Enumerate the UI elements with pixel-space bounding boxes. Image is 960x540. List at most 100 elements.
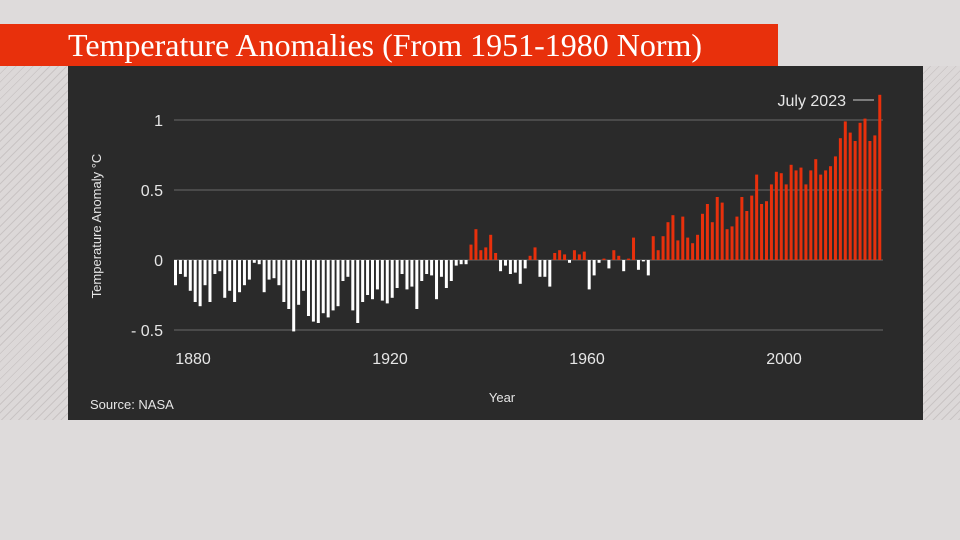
x-tick-label: 1880 [175,351,211,368]
bar-1912 [331,260,335,311]
bar-1951 [523,260,527,269]
bar-1999 [760,204,764,260]
bar-1928 [410,260,414,287]
bar-1994 [735,216,739,260]
x-axis-ticks: 1880 1920 1960 2000 [175,351,802,368]
bar-1987 [700,213,704,260]
bar-1973 [632,237,636,260]
bar-2014 [833,156,837,260]
bar-1887 [208,260,212,302]
bar-1923 [385,260,389,304]
bar-1963 [582,251,586,260]
bar-1883 [188,260,192,291]
bar-2006 [794,170,798,260]
bar-1914 [341,260,345,281]
bar-1960 [568,260,571,263]
bar-1958 [558,250,562,260]
bar-1954 [538,260,542,277]
bar-1997 [750,195,754,260]
bar-1983 [681,216,685,260]
y-tick-label: 0.5 [141,183,163,200]
bar-series [174,94,882,332]
bar-2004 [784,184,788,260]
bar-2022 [873,135,877,260]
bar-1996 [745,211,749,260]
bar-1916 [351,260,355,311]
bar-1911 [326,260,330,318]
annotation-label: July 2023 [778,93,847,110]
bar-1962 [577,254,581,260]
bar-2011 [819,174,823,260]
bar-1902 [282,260,286,302]
bar-1897 [257,260,261,265]
bar-1893 [238,260,242,293]
bar-1978 [656,250,660,260]
bar-1988 [705,204,709,260]
bar-1979 [661,236,665,260]
bar-1888 [213,260,217,274]
bar-2002 [774,171,778,260]
bar-1891 [228,260,232,291]
bar-1989 [710,222,714,260]
bar-2003 [779,173,783,260]
y-axis-label: Temperature Anomaly °C [89,154,104,299]
bar-1952 [528,255,532,260]
bar-1976 [646,260,650,276]
bar-2007 [799,167,803,260]
bar-2019 [858,122,862,260]
bar-1921 [375,260,379,290]
bar-1971 [622,260,626,272]
bar-1990 [715,197,719,260]
bar-1903 [287,260,291,309]
bar-1949 [513,260,517,273]
bar-1899 [267,260,271,280]
bar-1927 [405,260,409,290]
bar-1985 [691,243,695,260]
bar-1896 [252,260,256,263]
bar-1901 [277,260,281,286]
bar-1898 [262,260,266,293]
bar-1930 [420,260,424,281]
bar-1992 [725,229,729,260]
title-banner [0,24,778,66]
bar-1946 [499,260,503,272]
bar-1924 [390,260,394,298]
bar-1947 [503,260,507,266]
bar-1968 [607,260,611,269]
bar-1922 [380,260,384,301]
bar-1941 [474,229,478,260]
bar-2001 [769,184,773,260]
x-axis-label: Year [489,390,516,405]
bar-1965 [592,260,596,276]
bar-1906 [302,260,306,291]
bar-1890 [223,260,227,298]
bar-1940 [469,244,473,260]
bar-1957 [553,253,557,260]
bar-2021 [868,141,872,260]
bar-1931 [425,260,429,274]
bar-1908 [311,260,315,322]
bar-1909 [316,260,320,323]
bar-1938 [459,260,463,265]
source-note: Source: NASA [90,397,174,412]
bar-1981 [671,215,675,260]
bar-1956 [548,260,552,287]
bar-1880 [174,260,177,286]
bar-2016 [843,121,847,261]
hatched-background-right [923,66,960,420]
bar-1995 [740,197,744,260]
bar-2018 [853,141,857,260]
bar-1936 [449,260,453,281]
bar-1882 [183,260,187,277]
bar-1966 [597,260,601,263]
bar-1950 [518,260,522,284]
bar-1895 [247,260,251,280]
temperature-anomaly-chart: - 0.5 0 0.5 1 1880 1920 1960 2000 Temperature … [89,93,883,412]
bar-1918 [361,260,365,302]
bar-1977 [651,236,655,260]
bar-2009 [809,170,813,260]
bar-1991 [720,202,724,260]
bar-1939 [464,260,468,265]
bar-1910 [321,260,325,314]
bar-1945 [494,253,498,260]
